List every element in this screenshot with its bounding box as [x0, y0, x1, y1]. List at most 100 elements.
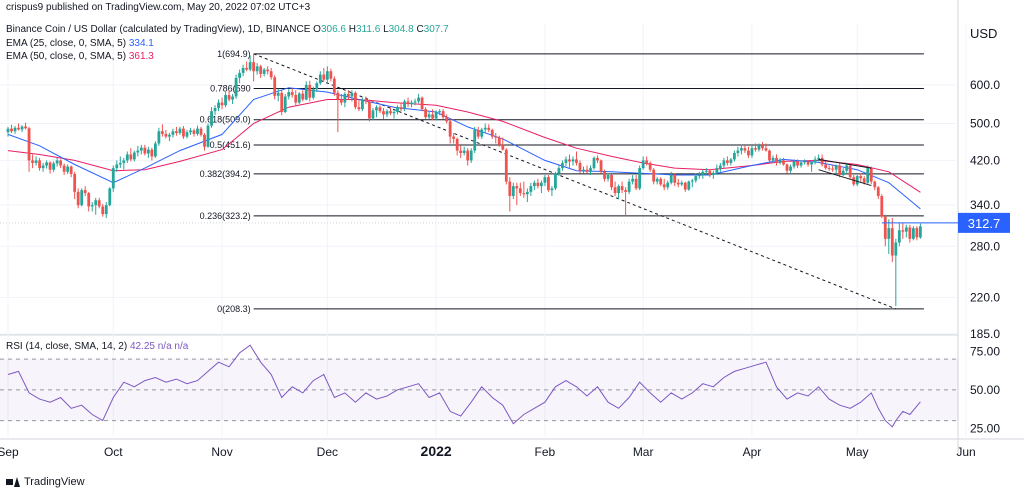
candle — [747, 146, 750, 158]
candle-body — [662, 184, 666, 188]
candle — [318, 71, 322, 85]
candle-body — [575, 159, 578, 163]
candle — [171, 128, 175, 138]
currency-label: USD — [970, 26, 997, 41]
candle-body — [827, 168, 831, 170]
candle — [536, 178, 540, 189]
candle — [17, 123, 20, 131]
candle — [301, 90, 305, 102]
candle-body — [610, 175, 613, 188]
candle — [87, 191, 91, 212]
candle-body — [132, 152, 136, 160]
candle-body — [157, 131, 161, 144]
candle-body — [834, 165, 838, 170]
candle-body — [38, 160, 41, 169]
candle-body — [539, 182, 543, 187]
candle — [750, 145, 754, 158]
candle — [873, 180, 877, 191]
candle — [687, 180, 691, 191]
candle-body — [438, 111, 442, 113]
candle — [371, 107, 375, 121]
candle-body — [757, 145, 761, 150]
candle — [118, 156, 122, 169]
candle — [55, 157, 59, 167]
candle-body — [613, 187, 617, 194]
candle — [557, 165, 561, 177]
candle-body — [104, 205, 108, 215]
candle-body — [69, 166, 73, 174]
candle — [855, 175, 859, 187]
time-tick-label: Nov — [211, 445, 232, 459]
candle-body — [638, 168, 642, 189]
candle — [322, 67, 326, 82]
tradingview-brand[interactable]: TradingView — [6, 476, 85, 488]
candle — [827, 165, 831, 171]
candle — [175, 126, 178, 136]
candle-body — [94, 200, 98, 206]
ohlc-o: O — [313, 24, 321, 35]
candle — [431, 109, 435, 121]
candle-body — [336, 92, 340, 100]
candle — [634, 175, 638, 191]
candle-body — [880, 196, 884, 217]
candle-body — [771, 157, 775, 161]
candle-body — [224, 95, 227, 106]
candle-body — [515, 186, 519, 189]
candle-body — [796, 161, 799, 166]
candle — [831, 165, 835, 172]
candle-body — [761, 145, 764, 149]
candle — [813, 156, 817, 165]
candle — [697, 171, 701, 179]
candle-body — [136, 150, 140, 153]
candle-body — [164, 133, 168, 137]
candle-body — [501, 144, 505, 150]
candle — [280, 90, 284, 116]
candle — [834, 164, 838, 176]
candle — [754, 143, 757, 152]
candle-body — [41, 165, 45, 169]
candle-body — [694, 176, 698, 181]
candle — [589, 165, 592, 176]
candle — [311, 86, 315, 100]
candle — [648, 161, 652, 172]
candle — [146, 146, 150, 158]
candle-body — [87, 193, 91, 207]
candle-body — [676, 182, 680, 185]
candle — [129, 148, 133, 162]
candle — [824, 161, 828, 170]
candle-body — [375, 107, 378, 111]
candle-body — [97, 200, 101, 207]
candle-body — [578, 162, 582, 171]
candle — [161, 124, 164, 137]
candle-body — [697, 175, 701, 177]
candle-body — [175, 131, 178, 134]
rsi-line — [7, 344, 921, 428]
candle — [34, 156, 38, 166]
candle-body — [459, 150, 463, 153]
candle — [610, 173, 613, 191]
candle — [578, 160, 582, 174]
candle-body — [290, 92, 294, 96]
candle-body — [687, 181, 691, 190]
candle — [504, 148, 508, 185]
candle-body — [740, 148, 743, 151]
candle — [539, 180, 543, 194]
candle-body — [887, 228, 891, 239]
candle — [111, 165, 115, 192]
candle — [346, 90, 350, 100]
candle-body — [329, 71, 333, 79]
candle-body — [627, 181, 631, 192]
candle-body — [101, 206, 105, 215]
candle — [248, 55, 252, 72]
candle-body — [473, 129, 477, 151]
ema-legend-item: EMA (50, close, 0, SMA, 5) 361.3 — [6, 51, 154, 62]
candle-body — [45, 162, 49, 166]
candle-body — [522, 193, 526, 195]
candle-body — [915, 228, 919, 238]
candle-body — [490, 129, 494, 137]
candle-body — [855, 176, 859, 185]
candle — [224, 92, 227, 108]
candle-body — [217, 102, 220, 108]
candle — [255, 63, 259, 75]
candle — [568, 154, 571, 169]
